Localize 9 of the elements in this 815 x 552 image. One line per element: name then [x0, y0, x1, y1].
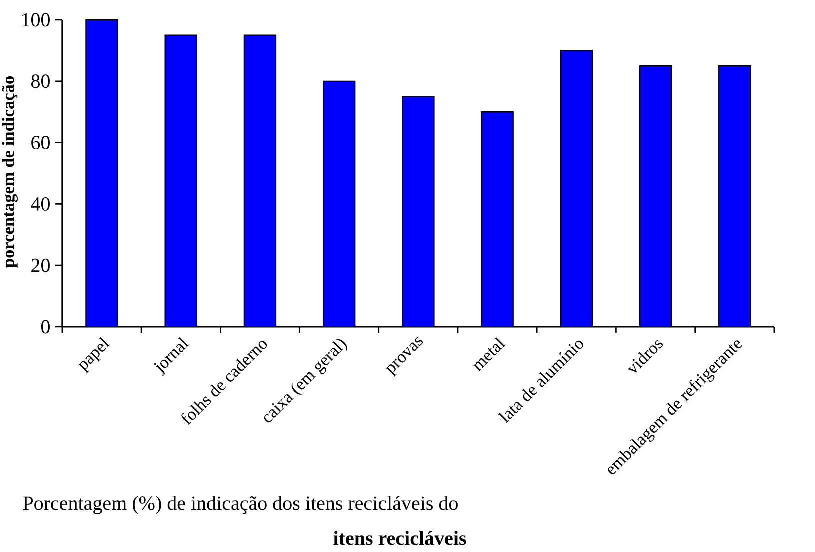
y-tick-label: 80: [31, 74, 50, 88]
y-tick-label: 20: [32, 258, 50, 272]
text: Porcentagem (%) de indicação dos itens recicláveis do: [23, 496, 458, 514]
x-axis-title: itens recicláveis: [334, 531, 466, 546]
y-axis-title: porcentagem de indicação: [2, 76, 18, 268]
y-tick-label: 40: [31, 197, 50, 211]
y-tick-label: 100: [22, 13, 50, 27]
y-tick-label: 0: [41, 320, 50, 334]
y-tick-label: 60: [32, 136, 50, 150]
